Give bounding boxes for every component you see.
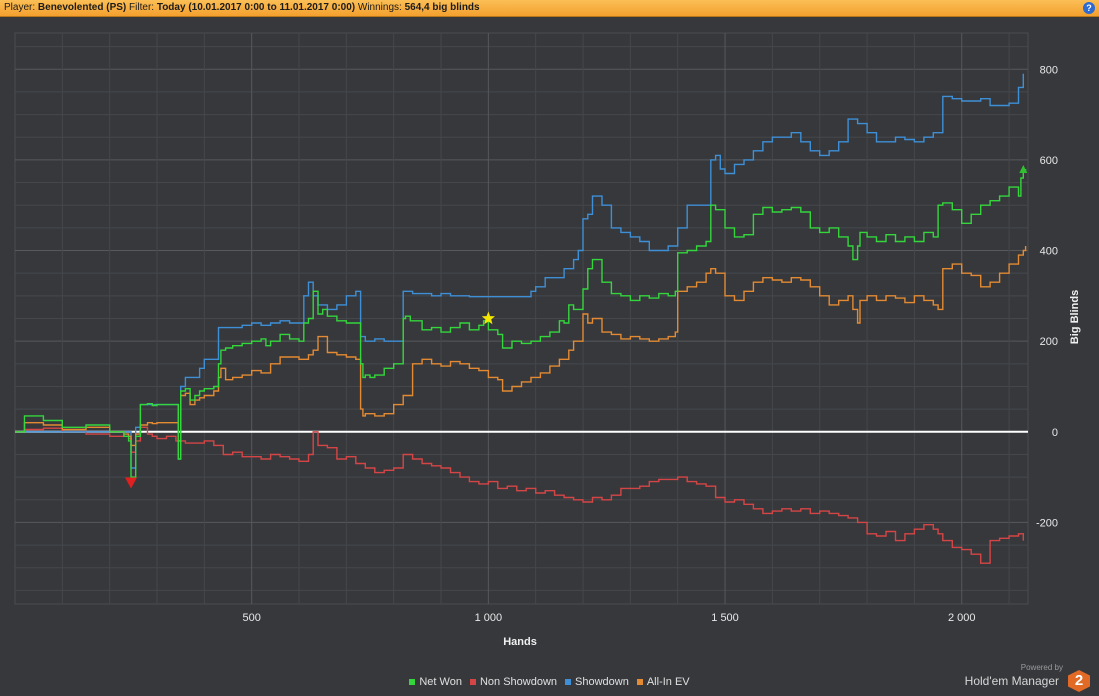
- y-tick-label: 800: [1040, 64, 1058, 76]
- series-showdown-line: [15, 73, 1024, 469]
- x-tick-label: 2 000: [948, 612, 976, 624]
- series-group: [15, 73, 1027, 564]
- legend-swatch: [469, 679, 476, 686]
- x-axis-label: Hands: [503, 636, 537, 648]
- winnings-value: 564,4 big blinds: [404, 2, 480, 13]
- player-label: Player:: [4, 2, 36, 13]
- winnings-label: Winnings:: [357, 2, 402, 13]
- y-tick-label: 400: [1040, 246, 1058, 258]
- y-axis-label: Big Blinds: [1069, 290, 1081, 344]
- powered-by-text: Powered by: [1020, 663, 1063, 672]
- hem-logo-icon: 2: [1068, 670, 1090, 692]
- legend-label: Non Showdown: [479, 676, 558, 688]
- legend-swatch: [636, 679, 643, 686]
- x-tick-label: 1 000: [475, 612, 503, 624]
- title-bar: Player: Benevolented (PS) Filter: Today …: [0, 0, 1099, 17]
- legend-label: Showdown: [575, 676, 629, 688]
- series-net-won-line: [15, 169, 1027, 478]
- x-axis: 500 1 000 1 500 2 000: [243, 612, 976, 624]
- legend-item[interactable]: Net Won: [409, 676, 462, 688]
- legend-item[interactable]: All-In EV: [636, 676, 690, 688]
- y-tick-label: 200: [1040, 336, 1058, 348]
- y-tick-label: 0: [1052, 427, 1058, 439]
- legend-label: All-In EV: [646, 676, 690, 688]
- x-tick-label: 500: [243, 612, 261, 624]
- x-tick-label: 1 500: [711, 612, 739, 624]
- low-point-marker: [125, 477, 137, 489]
- series-non-showdown-line: [15, 426, 1024, 564]
- series-all-in-ev-line: [15, 246, 1027, 447]
- filter-value: Today (10.01.2017 0:00 to 11.01.2017 0:0…: [156, 2, 356, 13]
- y-tick-label: -200: [1036, 517, 1058, 529]
- player-name: Benevolented (PS): [37, 2, 127, 13]
- graph-chart: -200 0 200 400 600 800 500 1 000 1 500 2 000 Han…: [14, 32, 1081, 648]
- legend-swatch: [565, 679, 572, 686]
- legend-item[interactable]: Non Showdown: [469, 676, 558, 688]
- filter-label: Filter:: [129, 2, 155, 13]
- legend-item[interactable]: Showdown: [565, 676, 629, 688]
- help-icon[interactable]: ?: [1083, 2, 1095, 14]
- y-axis: -200 0 200 400 600 800: [1036, 64, 1058, 529]
- markers: [125, 165, 1028, 489]
- legend: Net Won Non Showdown Showdown All-In EV: [0, 676, 1099, 688]
- brand-name: Hold'em Manager: [964, 674, 1059, 688]
- star-marker: [481, 311, 495, 325]
- legend-swatch: [409, 679, 416, 686]
- high-point-marker: [1019, 165, 1028, 173]
- y-tick-label: 600: [1040, 155, 1058, 167]
- legend-label: Net Won: [419, 676, 462, 688]
